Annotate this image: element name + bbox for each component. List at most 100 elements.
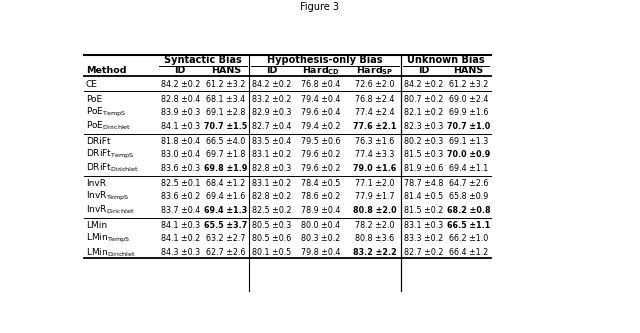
Text: 83.1 ±0.3: 83.1 ±0.3 <box>404 221 444 230</box>
Text: 66.5 ±1.1: 66.5 ±1.1 <box>447 221 490 230</box>
Text: 83.1 ±0.2: 83.1 ±0.2 <box>252 150 291 159</box>
Text: 69.8 ±1.9: 69.8 ±1.9 <box>204 164 248 173</box>
Text: 69.4 ±1.1: 69.4 ±1.1 <box>449 164 488 173</box>
Text: Hard$_{\mathregular{SP}}$: Hard$_{\mathregular{SP}}$ <box>356 65 394 77</box>
Text: 80.8 ±2.0: 80.8 ±2.0 <box>353 206 396 215</box>
Text: InvR$_{\mathregular{TempS}}$: InvR$_{\mathregular{TempS}}$ <box>86 190 129 203</box>
Text: PoE$_{\mathregular{TempS}}$: PoE$_{\mathregular{TempS}}$ <box>86 106 126 119</box>
Text: 84.2 ±0.2: 84.2 ±0.2 <box>252 80 291 89</box>
Text: 80.2 ±0.3: 80.2 ±0.3 <box>404 137 444 146</box>
Text: 79.6 ±0.2: 79.6 ±0.2 <box>301 150 341 159</box>
Text: 82.8 ±0.4: 82.8 ±0.4 <box>161 95 200 104</box>
Text: 72.6 ±2.0: 72.6 ±2.0 <box>355 80 394 89</box>
Text: 81.5 ±0.2: 81.5 ±0.2 <box>404 206 444 215</box>
Text: 76.8 ±0.4: 76.8 ±0.4 <box>301 80 340 89</box>
Text: 66.5 ±4.0: 66.5 ±4.0 <box>206 137 246 146</box>
Text: 77.1 ±2.0: 77.1 ±2.0 <box>355 179 394 188</box>
Text: 76.3 ±1.6: 76.3 ±1.6 <box>355 137 394 146</box>
Text: 61.2 ±3.2: 61.2 ±3.2 <box>449 80 488 89</box>
Text: 78.4 ±0.5: 78.4 ±0.5 <box>301 179 340 188</box>
Text: 70.0 ±0.9: 70.0 ±0.9 <box>447 150 490 159</box>
Text: 80.8 ±3.6: 80.8 ±3.6 <box>355 234 394 243</box>
Text: 80.1 ±0.5: 80.1 ±0.5 <box>252 248 291 257</box>
Text: 80.7 ±0.2: 80.7 ±0.2 <box>404 95 444 104</box>
Text: Unknown Bias: Unknown Bias <box>407 56 485 66</box>
Text: Hypothesis-only Bias: Hypothesis-only Bias <box>268 56 383 66</box>
Text: 62.7 ±2.6: 62.7 ±2.6 <box>206 248 246 257</box>
Text: 69.9 ±1.6: 69.9 ±1.6 <box>449 108 488 117</box>
Text: InvR: InvR <box>86 179 106 188</box>
Text: 83.9 ±0.3: 83.9 ±0.3 <box>161 108 200 117</box>
Text: 84.3 ±0.3: 84.3 ±0.3 <box>161 248 200 257</box>
Text: 69.1 ±2.8: 69.1 ±2.8 <box>206 108 246 117</box>
Text: 66.4 ±1.2: 66.4 ±1.2 <box>449 248 488 257</box>
Text: 83.6 ±0.2: 83.6 ±0.2 <box>161 192 200 201</box>
Text: 80.5 ±0.3: 80.5 ±0.3 <box>252 221 291 230</box>
Text: Syntactic Bias: Syntactic Bias <box>164 56 242 66</box>
Text: 79.6 ±0.2: 79.6 ±0.2 <box>301 164 341 173</box>
Text: 79.4 ±0.4: 79.4 ±0.4 <box>301 95 340 104</box>
Text: PoE: PoE <box>86 95 102 104</box>
Text: DRiFt$_{\mathregular{TempS}}$: DRiFt$_{\mathregular{TempS}}$ <box>86 148 134 162</box>
Text: CE: CE <box>86 80 98 89</box>
Text: 70.7 ±1.0: 70.7 ±1.0 <box>447 122 490 131</box>
Text: 64.7 ±2.6: 64.7 ±2.6 <box>449 179 488 188</box>
Text: InvR$_{\mathregular{Dirichlet}}$: InvR$_{\mathregular{Dirichlet}}$ <box>86 204 134 216</box>
Text: 61.2 ±3.2: 61.2 ±3.2 <box>206 80 246 89</box>
Text: 81.4 ±0.5: 81.4 ±0.5 <box>404 192 444 201</box>
Text: 82.8 ±0.2: 82.8 ±0.2 <box>252 192 291 201</box>
Text: HANS: HANS <box>211 66 241 75</box>
Text: 79.6 ±0.4: 79.6 ±0.4 <box>301 108 340 117</box>
Text: 78.2 ±2.0: 78.2 ±2.0 <box>355 221 394 230</box>
Text: 69.4 ±1.6: 69.4 ±1.6 <box>206 192 246 201</box>
Text: 82.7 ±0.2: 82.7 ±0.2 <box>404 248 444 257</box>
Text: 65.5 ±3.7: 65.5 ±3.7 <box>204 221 248 230</box>
Text: DRiFt: DRiFt <box>86 137 111 146</box>
Text: LMin$_{\mathregular{Dirichlet}}$: LMin$_{\mathregular{Dirichlet}}$ <box>86 246 136 258</box>
Text: 83.3 ±0.2: 83.3 ±0.2 <box>404 234 444 243</box>
Text: 68.2 ±0.8: 68.2 ±0.8 <box>447 206 490 215</box>
Text: 84.1 ±0.2: 84.1 ±0.2 <box>161 234 200 243</box>
Text: 81.9 ±0.6: 81.9 ±0.6 <box>404 164 444 173</box>
Text: 66.2 ±1.0: 66.2 ±1.0 <box>449 234 488 243</box>
Text: 84.2 ±0.2: 84.2 ±0.2 <box>161 80 200 89</box>
Text: 84.1 ±0.3: 84.1 ±0.3 <box>161 221 200 230</box>
Text: 81.8 ±0.4: 81.8 ±0.4 <box>161 137 200 146</box>
Text: LMin$_{\mathregular{TempS}}$: LMin$_{\mathregular{TempS}}$ <box>86 232 131 245</box>
Text: 83.0 ±0.4: 83.0 ±0.4 <box>161 150 200 159</box>
Text: 82.7 ±0.4: 82.7 ±0.4 <box>252 122 291 131</box>
Text: 84.1 ±0.3: 84.1 ±0.3 <box>161 122 200 131</box>
Text: ID: ID <box>418 66 429 75</box>
Text: 79.5 ±0.6: 79.5 ±0.6 <box>301 137 341 146</box>
Text: Figure 3: Figure 3 <box>301 2 339 12</box>
Text: 83.2 ±0.2: 83.2 ±0.2 <box>252 95 291 104</box>
Text: 69.1 ±1.3: 69.1 ±1.3 <box>449 137 488 146</box>
Text: 69.7 ±1.8: 69.7 ±1.8 <box>206 150 246 159</box>
Text: 82.5 ±0.1: 82.5 ±0.1 <box>161 179 200 188</box>
Text: 82.5 ±0.2: 82.5 ±0.2 <box>252 206 291 215</box>
Text: 70.7 ±1.5: 70.7 ±1.5 <box>204 122 248 131</box>
Text: 78.9 ±0.4: 78.9 ±0.4 <box>301 206 340 215</box>
Text: 68.4 ±1.2: 68.4 ±1.2 <box>206 179 246 188</box>
Text: Hard$_{\mathregular{CD}}$: Hard$_{\mathregular{CD}}$ <box>302 65 340 77</box>
Text: 81.5 ±0.3: 81.5 ±0.3 <box>404 150 444 159</box>
Text: 82.3 ±0.3: 82.3 ±0.3 <box>404 122 444 131</box>
Text: 69.4 ±1.3: 69.4 ±1.3 <box>204 206 248 215</box>
Text: 80.0 ±0.4: 80.0 ±0.4 <box>301 221 340 230</box>
Text: 83.7 ±0.4: 83.7 ±0.4 <box>161 206 200 215</box>
Text: ID: ID <box>175 66 186 75</box>
Text: 83.6 ±0.3: 83.6 ±0.3 <box>161 164 200 173</box>
Text: 78.6 ±0.2: 78.6 ±0.2 <box>301 192 340 201</box>
Text: DRiFt$_{\mathregular{Dirichlet}}$: DRiFt$_{\mathregular{Dirichlet}}$ <box>86 162 139 174</box>
Text: 82.8 ±0.3: 82.8 ±0.3 <box>252 164 291 173</box>
Text: 82.9 ±0.3: 82.9 ±0.3 <box>252 108 291 117</box>
Text: 78.7 ±4.8: 78.7 ±4.8 <box>404 179 444 188</box>
Text: 68.1 ±3.4: 68.1 ±3.4 <box>206 95 245 104</box>
Text: 76.8 ±2.4: 76.8 ±2.4 <box>355 95 394 104</box>
Text: Method: Method <box>86 66 127 75</box>
Text: 83.5 ±0.4: 83.5 ±0.4 <box>252 137 291 146</box>
Text: 77.9 ±1.7: 77.9 ±1.7 <box>355 192 394 201</box>
Text: 82.1 ±0.2: 82.1 ±0.2 <box>404 108 444 117</box>
Text: 77.4 ±3.3: 77.4 ±3.3 <box>355 150 394 159</box>
Text: LMin: LMin <box>86 221 107 230</box>
